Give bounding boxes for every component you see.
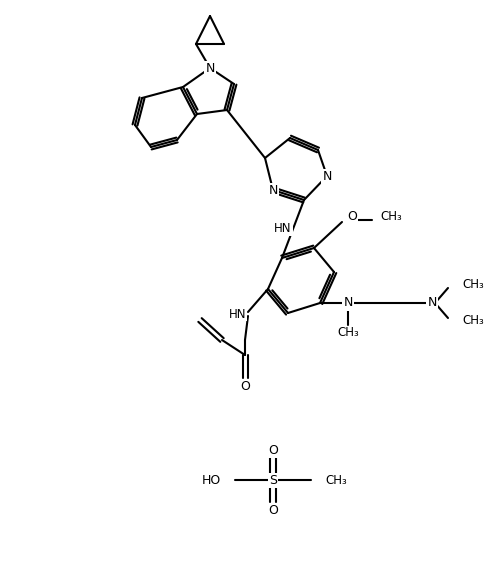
Text: O: O [347, 211, 357, 224]
Text: S: S [269, 473, 277, 486]
Text: N: N [268, 184, 278, 196]
Text: HN: HN [274, 222, 292, 235]
Text: CH₃: CH₃ [462, 279, 484, 292]
Text: O: O [268, 444, 278, 457]
Text: CH₃: CH₃ [325, 473, 347, 486]
Text: HN: HN [228, 307, 246, 320]
Text: N: N [427, 297, 437, 310]
Text: HO: HO [202, 473, 221, 486]
Text: N: N [322, 169, 332, 182]
Text: CH₃: CH₃ [337, 327, 359, 339]
Text: CH₃: CH₃ [462, 315, 484, 328]
Text: N: N [343, 297, 352, 310]
Text: CH₃: CH₃ [380, 209, 402, 222]
Text: N: N [205, 61, 214, 74]
Text: O: O [240, 379, 250, 392]
Text: O: O [268, 503, 278, 516]
